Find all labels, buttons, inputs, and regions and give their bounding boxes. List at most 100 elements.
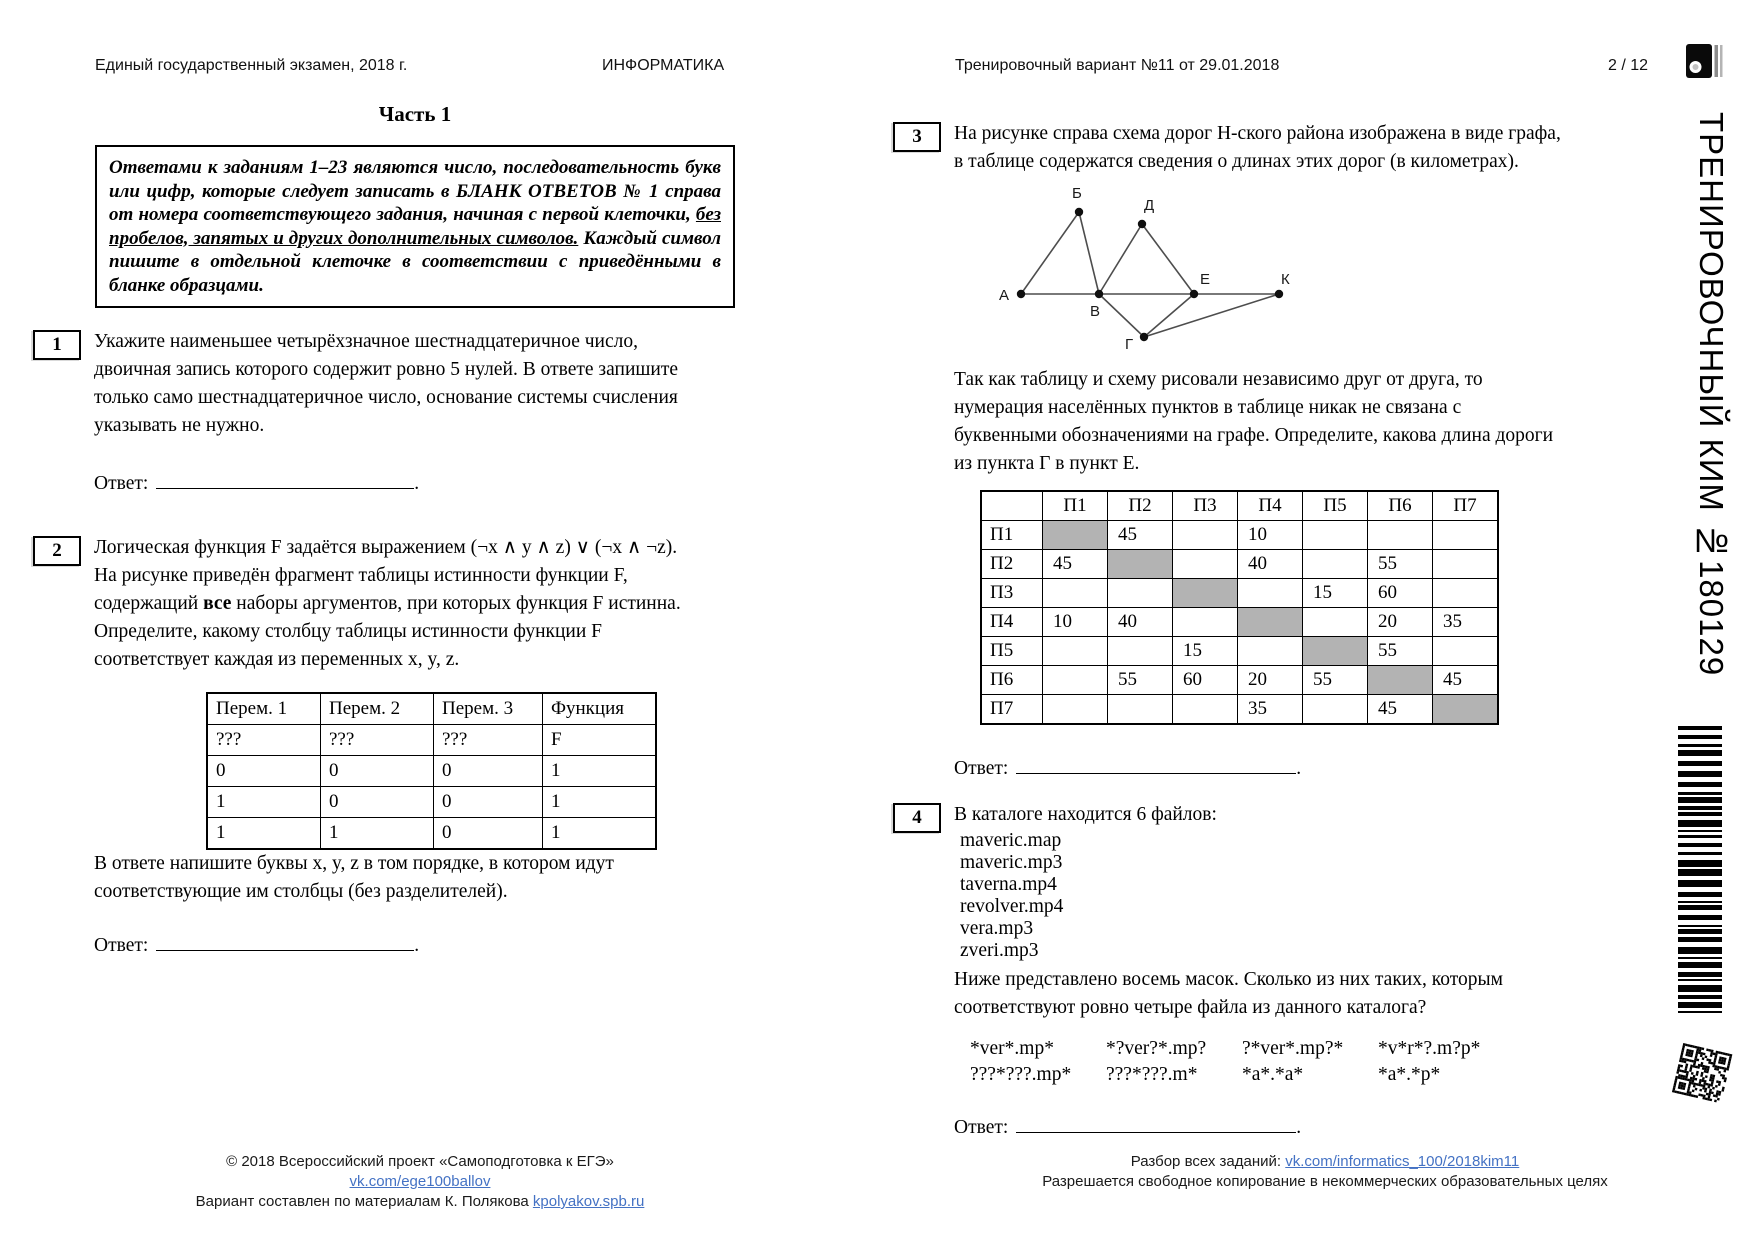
question-3-text-2: Так как таблицу и схему рисовали независ… (954, 369, 1554, 474)
matrix-cell (1432, 578, 1499, 608)
road-graph: А Б В Д Е К Г (999, 185, 1290, 353)
matrix-cell (1302, 636, 1368, 666)
mask: *ver*.mp* (970, 1038, 1054, 1059)
page-number: 2 / 12 (1608, 57, 1649, 74)
matrix-corner (980, 490, 1043, 521)
matrix-cell (1172, 549, 1238, 579)
matrix-col-header: П2 (1107, 490, 1173, 521)
table-cell: ??? (433, 724, 543, 756)
question-1-number-box: 1 (33, 330, 81, 360)
mask: *v*r*?.m?p* (1378, 1038, 1481, 1059)
matrix-cell: 45 (1107, 520, 1173, 550)
answer-period: . (414, 935, 420, 956)
graph-node-label: Б (1072, 185, 1082, 202)
file-name: revolver.mp4 (960, 896, 1064, 917)
barcode (1678, 726, 1722, 1013)
matrix-cell: 40 (1237, 549, 1303, 579)
instruction-underlined: без пробелов, запятых и других дополните… (109, 204, 721, 249)
graph-node (1189, 289, 1199, 299)
answer-blank[interactable] (1016, 756, 1297, 774)
table-cell: 0 (320, 755, 434, 787)
left-column: Часть 1 Ответами к заданиям 1–23 являютс… (33, 98, 739, 960)
answer-blank[interactable] (156, 933, 415, 951)
table-cell: 0 (206, 755, 321, 787)
table-cell: ??? (206, 724, 321, 756)
matrix-cell: 60 (1172, 665, 1238, 695)
instruction-text: Ответами к заданиям 1–23 являются число,… (109, 157, 721, 225)
instruction-text-2: Каждый символ пишите в отдельной клеточк… (109, 227, 722, 296)
table-cell: ??? (320, 724, 434, 756)
file-name: taverna.mp4 (960, 874, 1057, 895)
footer-kpolyakov-link[interactable]: kpolyakov.spb.ru (532, 1193, 645, 1210)
header-subject: ИНФОРМАТИКА (602, 57, 725, 74)
matrix-col-header: П5 (1302, 490, 1368, 521)
graph-node (1137, 219, 1147, 229)
distance-table: П1 П2 П3 П4 П5 П6 П7 П1 45 10 П2 45 40 55 П3 15 60 П4 10 40… (980, 490, 1499, 725)
part1-title: Часть 1 (378, 102, 452, 126)
footer-vk-link[interactable]: vk.com/ege100ballov (349, 1173, 491, 1190)
table-cell: 0 (433, 755, 543, 787)
matrix-cell (1042, 578, 1108, 608)
table-cell: 1 (542, 786, 657, 818)
mask-row: ???*???.mp* ???*???.m* *a*.*a* *a*.*p* (954, 1062, 1579, 1088)
graph-node-label: В (1090, 303, 1100, 320)
graph-edge (1098, 223, 1143, 295)
footer-right: Разбор всех заданий: vk.com/informatics_… (1015, 1152, 1635, 1192)
matrix-cell (1172, 607, 1238, 637)
matrix-col-header: П6 (1367, 490, 1433, 521)
answer-blank[interactable] (156, 471, 415, 489)
graph-node-label: А (999, 287, 1009, 304)
graph-node (1016, 289, 1026, 299)
question-2-number-box: 2 (33, 536, 81, 566)
answer-line-q2: Ответ:. (94, 932, 699, 960)
matrix-cell (1107, 694, 1173, 725)
table-row: ????????? F (206, 724, 657, 756)
file-name: maveric.map (960, 830, 1062, 851)
matrix-col-header: П4 (1237, 490, 1303, 521)
matrix-cell: 55 (1367, 549, 1433, 579)
table-cell: 1 (542, 817, 657, 850)
graph-node-label: Г (1125, 336, 1133, 353)
matrix-cell (1432, 694, 1499, 725)
matrix-cell: 15 (1302, 578, 1368, 608)
matrix-col-header: П3 (1172, 490, 1238, 521)
matrix-cell (1107, 636, 1173, 666)
question-3-number-box: 3 (893, 122, 941, 152)
question-4-intro: В каталоге находится 6 файлов: (954, 804, 1217, 825)
table-row: П6 55 60 20 55 45 (980, 665, 1499, 695)
table-cell: 1 (320, 817, 434, 850)
matrix-cell (1172, 694, 1238, 725)
matrix-cell (1432, 636, 1499, 666)
graph-node (1274, 289, 1284, 299)
truth-table-header: Перем. 2 (320, 692, 434, 725)
matrix-cell: 40 (1107, 607, 1173, 637)
answer-line-q1: Ответ:. (94, 470, 679, 498)
matrix-row-header: П5 (980, 636, 1043, 666)
matrix-cell: 20 (1367, 607, 1433, 637)
truth-table: Перем. 1 Перем. 2 Перем. 3 Функция?????????… (206, 692, 657, 850)
file-name: maveric.mp3 (960, 852, 1063, 873)
matrix-cell: 15 (1172, 636, 1238, 666)
matrix-cell (1237, 636, 1303, 666)
mask-list: *ver*.mp* *?ver?*.mp? ?*ver*.mp?* *v*r*?.m?… (954, 1036, 1579, 1088)
graph-edge (1143, 293, 1195, 338)
matrix-cell (1042, 636, 1108, 666)
matrix-cell: 10 (1042, 607, 1108, 637)
graph-node (1094, 289, 1104, 299)
mask-row: *ver*.mp* *?ver?*.mp? ?*ver*.mp?* *v*r*?.m?… (954, 1036, 1579, 1062)
table-row: П4 10 40 20 35 (980, 607, 1499, 637)
table-cell: 1 (542, 755, 657, 787)
answer-blank[interactable] (1016, 1115, 1297, 1133)
matrix-cell (1172, 520, 1238, 550)
matrix-row-header: П1 (980, 520, 1043, 550)
question-4-text: Ниже представлено восемь масок. Сколько … (954, 969, 1503, 1018)
question-4-number-box: 4 (893, 803, 941, 833)
answer-period: . (1296, 758, 1302, 779)
footer-copyright: © 2018 Всероссийский проект «Самоподгото… (226, 1153, 614, 1190)
matrix-cell (1432, 549, 1499, 579)
footer-solutions-link[interactable]: vk.com/informatics_100/2018kim11 (1285, 1153, 1520, 1170)
kim-vertical-text: ТРЕНИРОВОЧНЫЙ КИМ №180129 (1693, 112, 1730, 677)
file-name: vera.mp3 (960, 918, 1034, 939)
